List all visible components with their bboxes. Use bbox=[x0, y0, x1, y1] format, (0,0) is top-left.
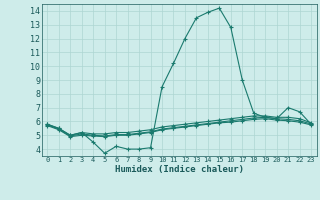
X-axis label: Humidex (Indice chaleur): Humidex (Indice chaleur) bbox=[115, 165, 244, 174]
